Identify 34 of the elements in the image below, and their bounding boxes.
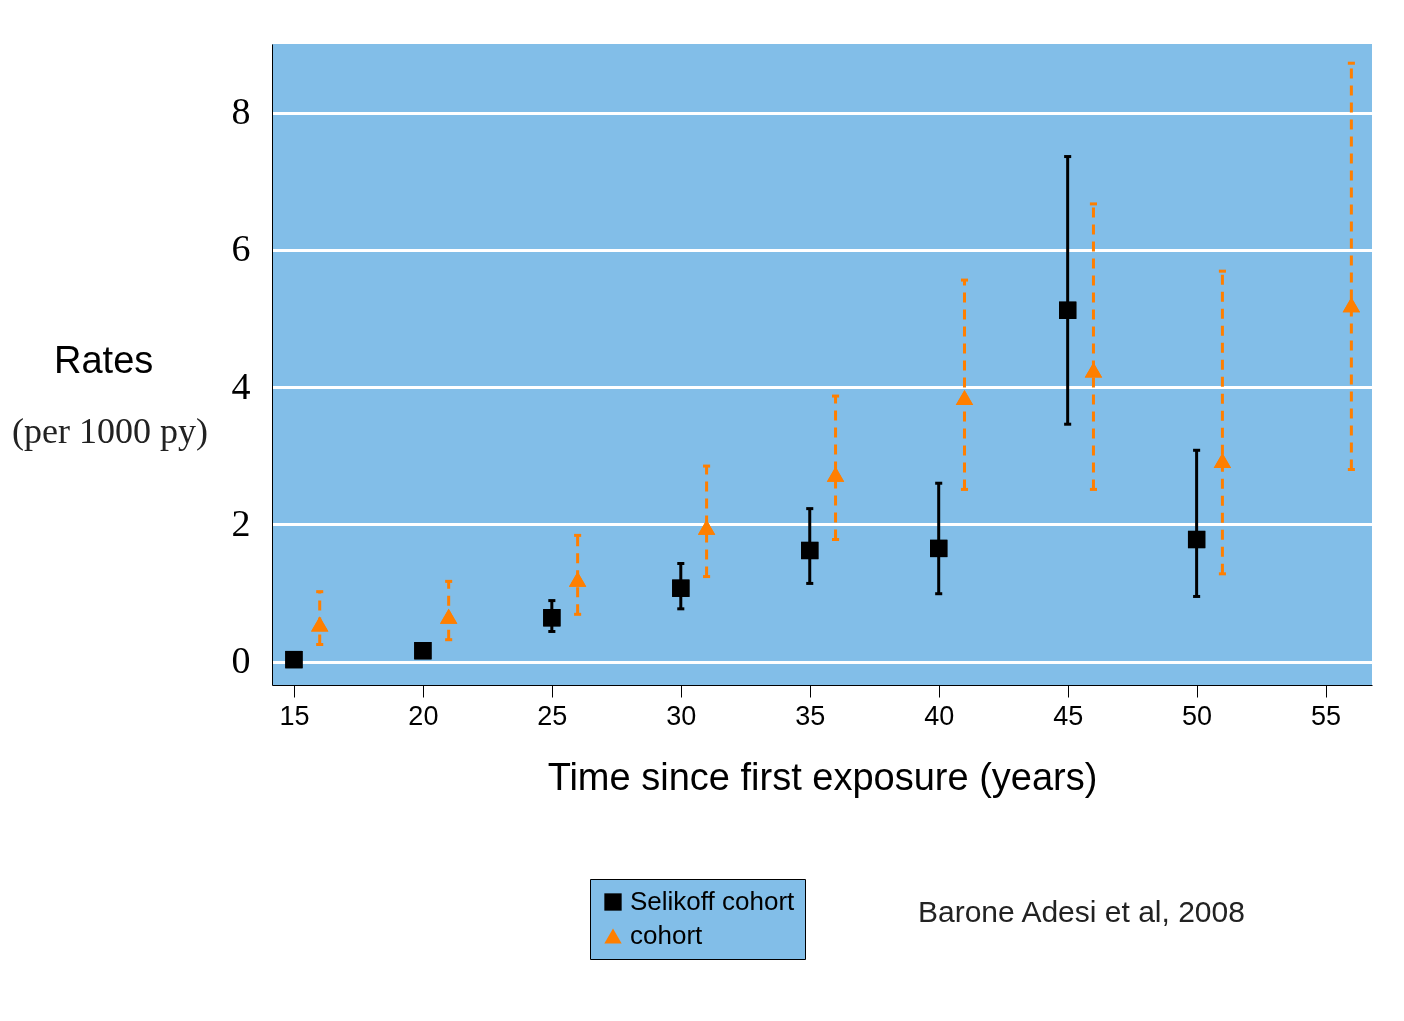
x-tick-label: 30 [666, 700, 697, 731]
x-axis-title: Time since first exposure (years) [547, 755, 1098, 798]
y-tick-label: 6 [231, 227, 251, 270]
point [672, 579, 690, 597]
x-tick-label: 20 [408, 700, 439, 731]
y-tick-label: 4 [231, 364, 251, 407]
x-tick-label: 45 [1053, 700, 1084, 731]
x-tick-label: 50 [1182, 700, 1213, 731]
x-tick-label: 35 [795, 700, 826, 731]
point [285, 650, 303, 669]
point [930, 539, 948, 558]
x-tick-label: 15 [279, 700, 310, 731]
point [414, 642, 432, 660]
x-tick-label: 40 [924, 700, 955, 731]
point [955, 389, 974, 405]
text: Barone Adesi et al, 2008 [918, 895, 1245, 928]
y-tick-label: 0 [231, 639, 251, 682]
y-axis-title: Rates [54, 339, 154, 381]
point [1213, 453, 1232, 469]
point [1342, 297, 1361, 313]
x-tick-label: 55 [1311, 700, 1342, 731]
point [801, 541, 819, 560]
point [311, 616, 329, 632]
x-tick-label: 25 [537, 700, 568, 731]
point [440, 608, 458, 624]
point [1187, 530, 1206, 549]
point [568, 571, 587, 587]
text: (per 1000 py) [12, 411, 208, 451]
legend-label: cohort [630, 920, 704, 950]
legend-label: Selikoff cohort [630, 886, 796, 916]
point [543, 609, 561, 627]
point [1059, 301, 1077, 319]
y-tick-label: 8 [231, 90, 251, 133]
y-tick-label: 2 [231, 501, 251, 544]
